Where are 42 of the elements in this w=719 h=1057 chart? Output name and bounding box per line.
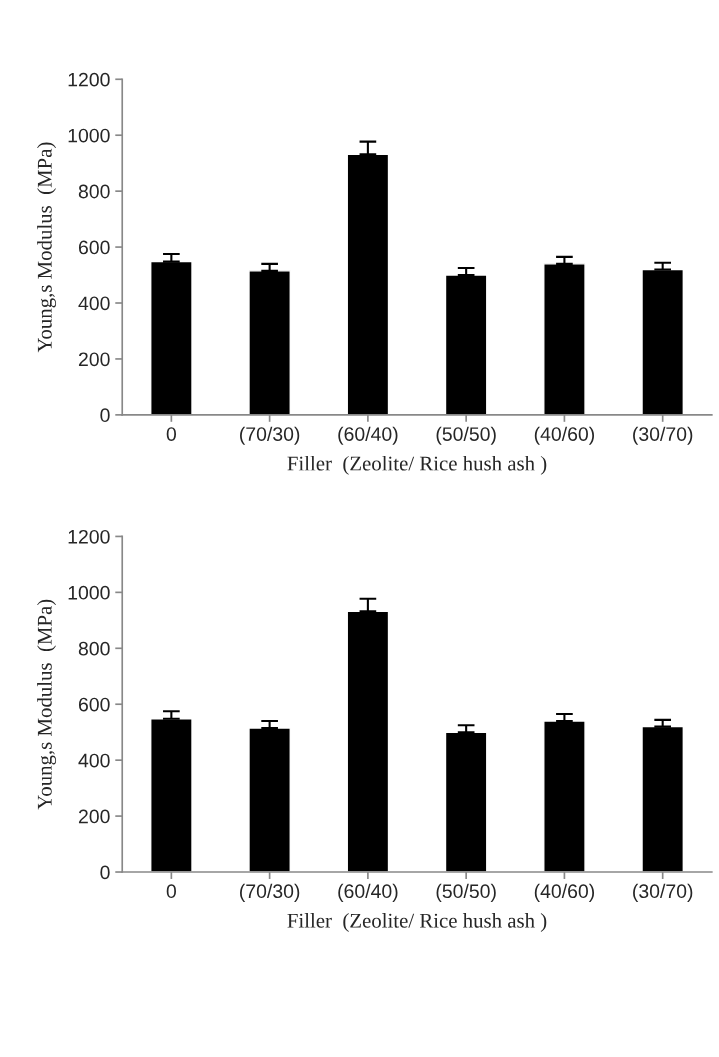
y-tick-label: 1200 xyxy=(68,529,110,544)
bar xyxy=(641,268,685,415)
x-axis-title: Filler (Zeolite/ Rice hush ash ) xyxy=(287,913,547,932)
y-tick-label: 0 xyxy=(100,865,110,880)
bar xyxy=(641,725,685,873)
y-tick-label: 1000 xyxy=(68,585,110,600)
x-tick-label: (70/30) xyxy=(240,883,300,902)
y-axis-title: Young,s Modulus (MPa) xyxy=(37,142,57,353)
bar xyxy=(248,727,291,873)
y-tick-label: 600 xyxy=(78,240,110,255)
x-tick-label: (30/70) xyxy=(633,426,693,445)
y-tick-label: 1000 xyxy=(68,128,110,143)
x-tick-label: (60/40) xyxy=(338,426,398,445)
bar xyxy=(150,718,193,873)
x-tick-label: (30/70) xyxy=(633,883,693,902)
x-tick-label: 0 xyxy=(166,884,177,899)
y-axis-title: Young,s Modulus (MPa) xyxy=(37,599,57,810)
bar xyxy=(346,153,390,415)
bar xyxy=(543,720,586,873)
x-tick-label: (70/30) xyxy=(240,426,300,445)
bar xyxy=(543,263,586,415)
x-tick-label: (60/40) xyxy=(338,883,398,902)
y-tick-label: 0 xyxy=(100,408,110,423)
x-axis-title: Filler (Zeolite/ Rice hush ash ) xyxy=(287,455,547,475)
y-tick-label: 600 xyxy=(78,697,110,712)
y-tick-label: 200 xyxy=(78,352,110,367)
x-tick-label: (40/60) xyxy=(534,426,595,445)
bar xyxy=(444,731,488,873)
y-tick-label: 400 xyxy=(78,296,110,311)
x-tick-label: (50/50) xyxy=(436,426,496,445)
y-tick-label: 800 xyxy=(78,184,110,199)
x-tick-label: (40/60) xyxy=(534,883,595,902)
y-tick-label: 1200 xyxy=(68,72,110,87)
y-tick-label: 800 xyxy=(78,641,110,656)
x-tick-label: 0 xyxy=(166,427,177,441)
bar xyxy=(150,260,193,415)
bar xyxy=(444,274,488,415)
x-tick-label: (50/50) xyxy=(436,883,496,902)
bar xyxy=(248,270,291,415)
y-tick-label: 400 xyxy=(78,753,110,768)
bar xyxy=(346,610,390,873)
y-tick-label: 200 xyxy=(78,809,110,824)
